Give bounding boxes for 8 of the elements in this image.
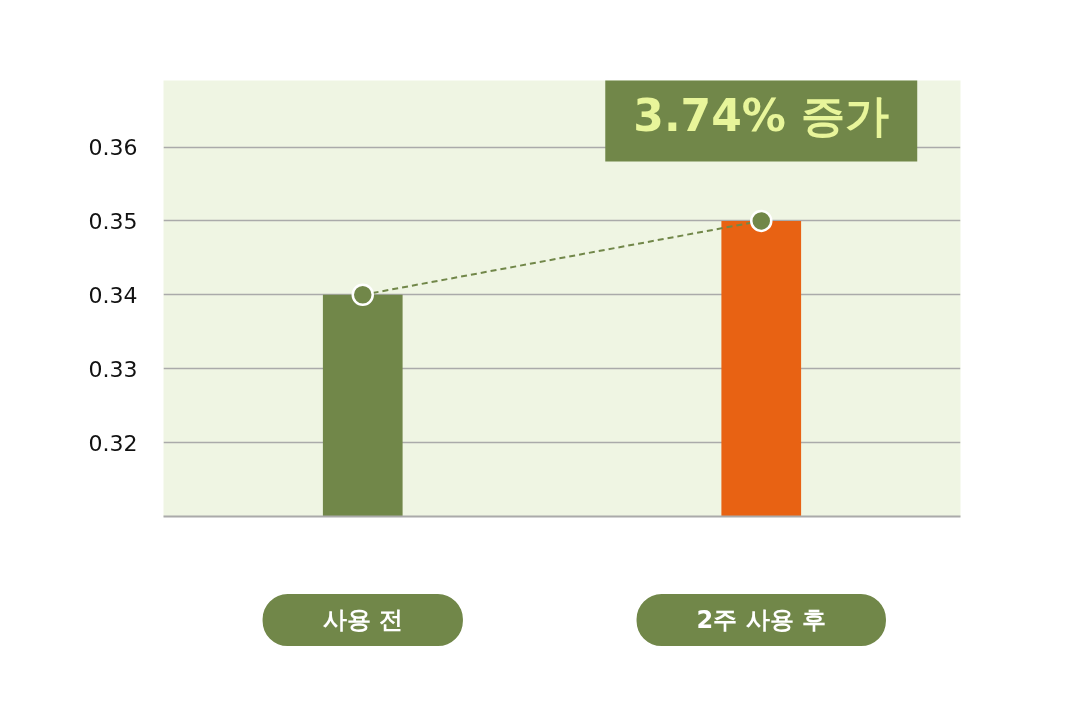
y-tick-label: 0.32 <box>88 430 138 456</box>
x-tick-label: 2주 사용 후 <box>696 606 826 635</box>
annotation: 3.74% 증가 <box>633 90 890 142</box>
x-tick-label: 사용 전 <box>322 606 403 635</box>
y-tick-label: 0.35 <box>88 208 138 234</box>
y-tick-label: 0.34 <box>88 282 138 308</box>
y-tick-label: 0.33 <box>88 356 138 382</box>
y-tick-label: 0.36 <box>88 135 138 161</box>
